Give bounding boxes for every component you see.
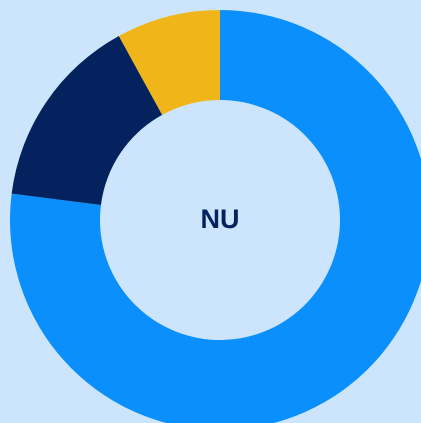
donut-segment [118, 9, 220, 115]
donut [10, 9, 421, 423]
donut-segment [11, 35, 163, 205]
donut-segment [10, 10, 421, 423]
center-label: NU [201, 204, 240, 234]
